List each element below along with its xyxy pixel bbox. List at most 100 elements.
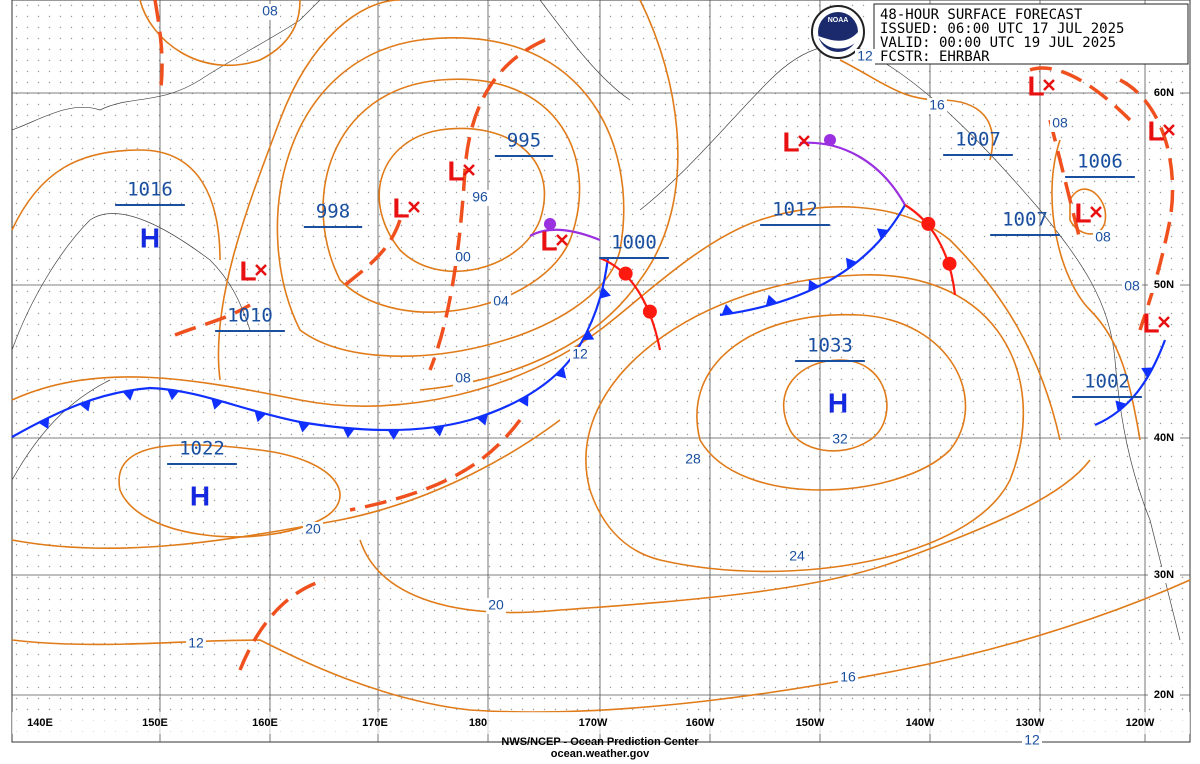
low-center: L bbox=[782, 126, 799, 157]
isobar-label: 08 bbox=[1052, 115, 1068, 131]
cold-front-pip bbox=[38, 417, 50, 429]
low-center-mark bbox=[408, 201, 420, 213]
isobar-label: 32 bbox=[832, 431, 848, 447]
cold-front-pip bbox=[582, 329, 595, 341]
isobar-label-bg bbox=[570, 347, 590, 363]
cold-front-pip bbox=[876, 228, 889, 240]
longitude-label: 140E bbox=[27, 717, 53, 729]
warm-front-pip bbox=[642, 304, 657, 319]
pressure-label: 1000 bbox=[611, 232, 657, 254]
isobar-label: 08 bbox=[455, 370, 471, 386]
warm-front-pip bbox=[942, 256, 957, 271]
pressure-label: 1002 bbox=[1084, 371, 1130, 393]
pressure-label: 998 bbox=[316, 201, 350, 223]
longitude-label: 150W bbox=[796, 717, 825, 729]
isobar-label: 24 bbox=[789, 548, 805, 564]
isobar-label-bg bbox=[1022, 733, 1042, 749]
isobar-label: 20 bbox=[305, 521, 321, 537]
header-line: ISSUED: 06:00 UTC 17 JUL 2025 bbox=[880, 21, 1124, 37]
low-center-mark bbox=[255, 264, 267, 276]
cold-front-pip bbox=[79, 400, 91, 412]
warm-front-pip bbox=[618, 266, 633, 281]
cold-front-pip bbox=[845, 257, 857, 270]
isobar-label: 04 bbox=[493, 293, 509, 309]
pressure-label: 1010 bbox=[227, 305, 273, 327]
longitude-band bbox=[12, 712, 1190, 734]
occluded-pip bbox=[824, 134, 836, 146]
low-center-mark bbox=[1158, 316, 1170, 328]
isobar-label: 20 bbox=[488, 597, 504, 613]
cold-front-pip bbox=[599, 287, 611, 299]
pressure-label: 1007 bbox=[1002, 209, 1048, 231]
cold-front-pip bbox=[432, 425, 445, 437]
pressure-label: 1007 bbox=[955, 129, 1001, 151]
isobar-label-bg bbox=[470, 190, 490, 206]
cold-front-pip bbox=[1141, 367, 1153, 378]
longitude-label: 130W bbox=[1016, 717, 1045, 729]
pressure-label: 1022 bbox=[179, 438, 225, 460]
cold-front-pip bbox=[211, 398, 223, 410]
high-center: H bbox=[140, 222, 160, 253]
isobar-label-bg bbox=[787, 549, 807, 565]
low-center-mark bbox=[1163, 124, 1175, 136]
isobar-label: 08 bbox=[1124, 278, 1140, 294]
low-center: L bbox=[1142, 307, 1159, 338]
isobar-label-bg bbox=[1122, 279, 1142, 295]
cold-front-pip bbox=[387, 429, 400, 440]
isobar-label-bg bbox=[491, 294, 511, 310]
latitude-label: 30N bbox=[1154, 569, 1174, 581]
cold-front-pip bbox=[765, 294, 778, 306]
cold-front-pip bbox=[476, 414, 488, 426]
low-center: L bbox=[1074, 197, 1091, 228]
latitude-label-bg bbox=[1148, 85, 1180, 101]
low-center: L bbox=[392, 192, 409, 223]
isobar-label: 12 bbox=[572, 346, 588, 362]
low-center: L bbox=[239, 255, 256, 286]
header-line: VALID: 00:00 UTC 19 JUL 2025 bbox=[880, 35, 1116, 51]
isobar-label: 28 bbox=[685, 451, 701, 467]
footer-line: ocean.weather.gov bbox=[551, 748, 650, 760]
isobar-label: 08 bbox=[1095, 229, 1111, 245]
pressure-label: 1033 bbox=[807, 335, 853, 357]
cold-front-pip bbox=[342, 427, 355, 439]
cold-front-pip bbox=[254, 410, 267, 423]
pressure-label: 1016 bbox=[127, 179, 173, 201]
warm-front-pip bbox=[921, 216, 936, 231]
cold-front-pip bbox=[518, 394, 529, 407]
latitude-label: 60N bbox=[1154, 87, 1174, 99]
fronts bbox=[11, 141, 1167, 438]
low-center-mark bbox=[463, 164, 475, 176]
isobar-label-bg bbox=[260, 4, 280, 20]
longitude-label: 170W bbox=[579, 717, 608, 729]
logo: NOAA bbox=[811, 5, 865, 59]
pressure-label: 1012 bbox=[772, 199, 818, 221]
longitude-label: 120W bbox=[1126, 717, 1155, 729]
isobar-label-bg bbox=[927, 98, 947, 114]
longitude-label: 170E bbox=[362, 717, 388, 729]
footer-line: NWS/NCEP - Ocean Prediction Center bbox=[501, 736, 699, 748]
map-frame bbox=[11, 0, 1191, 743]
cold-front-pip bbox=[808, 279, 820, 292]
isobar-label-bg bbox=[838, 670, 858, 686]
isobar-label: 08 bbox=[262, 3, 278, 19]
isobar-label: 12 bbox=[1024, 732, 1040, 748]
latitude-label-bg bbox=[1148, 430, 1180, 446]
header-line: 48-HOUR SURFACE FORECAST bbox=[880, 7, 1083, 23]
isobar-label-bg bbox=[855, 49, 875, 65]
logo-text: NOAA bbox=[828, 17, 849, 24]
isobar-label-bg bbox=[1093, 230, 1113, 246]
low-center-mark bbox=[798, 135, 810, 147]
low-center-mark bbox=[556, 234, 568, 246]
low-center: L bbox=[1147, 115, 1164, 146]
pressure-label: 995 bbox=[507, 130, 541, 152]
pressure-label: 1006 bbox=[1077, 151, 1123, 173]
isobar-label-bg bbox=[683, 452, 703, 468]
isobar-label: 12 bbox=[857, 48, 873, 64]
low-center: L bbox=[447, 155, 464, 186]
cold-front-pip bbox=[167, 389, 180, 401]
isobar-label-bg bbox=[453, 371, 473, 387]
latitude-label-bg bbox=[1148, 687, 1180, 703]
latitude-label: 20N bbox=[1154, 689, 1174, 701]
occluded-pip bbox=[544, 218, 556, 230]
